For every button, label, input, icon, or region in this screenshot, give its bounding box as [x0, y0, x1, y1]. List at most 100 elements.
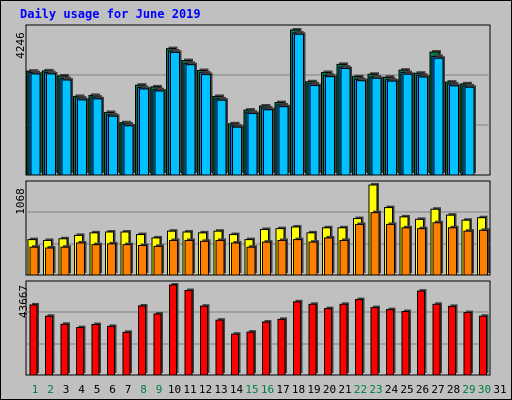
bar-kbf-day-8 — [138, 305, 146, 376]
bar-sites-day-25 — [401, 227, 411, 276]
bar-pages-day-10 — [170, 51, 180, 176]
x-tick-day-25: 25 — [400, 383, 414, 396]
bar-sites-day-17 — [277, 239, 287, 276]
bar-pages-day-28 — [449, 85, 459, 176]
kbytes-panel-y-max: 43667 — [16, 284, 30, 319]
x-tick-day-14: 14 — [229, 383, 244, 396]
bar-pages-day-14 — [232, 126, 242, 176]
bar-pages-day-24 — [387, 80, 397, 176]
bar-sites-day-29 — [463, 230, 473, 276]
bar-kbf-day-16 — [262, 321, 270, 376]
bar-sites-day-28 — [448, 227, 457, 276]
bar-sites-day-26 — [417, 228, 426, 276]
bar-pages-day-1 — [30, 73, 41, 176]
x-tick-day-22: 22 — [353, 383, 368, 396]
x-tick-day-28: 28 — [446, 383, 461, 396]
x-tick-day-20: 20 — [322, 383, 337, 396]
bar-pages-day-6 — [108, 115, 118, 176]
x-tick-day-31: 31 — [493, 383, 507, 396]
bar-kbf-day-21 — [339, 303, 348, 376]
bar-kbf-day-29 — [463, 312, 472, 376]
bar-pages-day-29 — [464, 86, 475, 176]
bar-pages-day-26 — [418, 76, 428, 176]
bar-pages-day-17 — [278, 106, 289, 176]
bar-kbf-day-10 — [169, 284, 177, 376]
plot-area-kbytes — [25, 280, 491, 376]
visits-panel-y-max: 1068 — [13, 188, 27, 215]
plot-area-visits-sites — [25, 180, 491, 276]
bar-pages-day-3 — [61, 79, 72, 176]
bar-sites-day-9 — [153, 245, 163, 276]
bar-kbf-day-3 — [60, 323, 69, 376]
bar-sites-day-21 — [339, 239, 349, 276]
bar-sites-day-12 — [200, 240, 209, 276]
x-tick-day-19: 19 — [307, 383, 321, 396]
bar-kbf-day-13 — [215, 319, 224, 376]
x-tick-day-24: 24 — [384, 383, 399, 396]
bar-sites-day-2 — [45, 247, 54, 276]
bar-pages-day-19 — [309, 85, 320, 176]
bar-sites-day-10 — [169, 239, 178, 276]
bar-kbf-day-12 — [200, 305, 208, 376]
bar-pages-day-5 — [92, 98, 103, 176]
bar-kbf-day-24 — [386, 309, 394, 376]
x-tick-day-5: 5 — [93, 383, 101, 396]
bar-sites-day-30 — [479, 229, 488, 276]
bar-sites-day-6 — [107, 243, 116, 276]
bar-pages-day-15 — [247, 113, 258, 176]
bar-pages-day-23 — [371, 77, 382, 176]
x-tick-day-1: 1 — [31, 383, 39, 396]
bar-kbf-day-26 — [417, 290, 425, 376]
x-tick-day-7: 7 — [124, 383, 132, 396]
x-tick-day-9: 9 — [155, 383, 163, 396]
x-tick-day-18: 18 — [291, 383, 306, 396]
x-tick-day-27: 27 — [431, 383, 445, 396]
bar-kbf-day-27 — [432, 303, 441, 376]
x-tick-day-15: 15 — [245, 383, 259, 396]
bar-sites-day-27 — [432, 222, 442, 276]
x-tick-day-4: 4 — [78, 383, 85, 396]
bar-sites-day-5 — [91, 244, 101, 276]
bar-kbf-day-15 — [246, 331, 255, 376]
bar-kbf-day-30 — [479, 315, 487, 376]
bar-pages-day-11 — [185, 64, 196, 176]
bar-kbf-day-6 — [107, 325, 115, 376]
bar-pages-day-12 — [201, 74, 211, 176]
bar-kbf-day-19 — [308, 303, 317, 376]
x-tick-day-23: 23 — [369, 383, 383, 396]
bar-sites-day-19 — [308, 241, 318, 276]
bar-sites-day-1 — [29, 246, 39, 276]
x-tick-day-29: 29 — [462, 383, 476, 396]
x-tick-day-17: 17 — [276, 383, 290, 396]
bar-sites-day-18 — [293, 239, 302, 276]
bar-pages-day-4 — [77, 99, 87, 176]
bar-kbf-day-9 — [153, 313, 162, 376]
bar-pages-day-7 — [123, 125, 134, 176]
bar-kbf-day-25 — [401, 311, 410, 376]
bar-pages-day-25 — [402, 73, 413, 176]
x-tick-day-30: 30 — [477, 383, 492, 396]
bar-kbf-day-1 — [29, 304, 38, 376]
bar-pages-day-9 — [154, 90, 165, 176]
bar-kbf-day-28 — [448, 305, 456, 376]
bar-sites-day-22 — [355, 223, 364, 276]
bar-sites-day-16 — [262, 241, 271, 276]
bar-sites-day-14 — [231, 242, 240, 276]
bar-sites-day-3 — [60, 246, 70, 276]
x-tick-day-8: 8 — [140, 383, 147, 396]
bar-kbf-day-11 — [184, 289, 193, 376]
bar-kbf-day-22 — [355, 299, 363, 376]
bar-kbf-day-14 — [231, 333, 239, 376]
bar-kbf-day-20 — [324, 308, 332, 376]
hits-panel-y-max: 4246 — [13, 32, 27, 59]
x-tick-day-13: 13 — [214, 383, 228, 396]
x-tick-day-21: 21 — [338, 383, 352, 396]
x-tick-day-10: 10 — [167, 383, 182, 396]
bar-pages-day-16 — [263, 109, 273, 176]
bar-sites-day-24 — [386, 223, 395, 276]
bar-pages-day-22 — [356, 80, 366, 176]
bar-pages-day-2 — [46, 73, 56, 176]
bar-sites-day-11 — [184, 239, 194, 276]
chart-title: Daily usage for June 2019 — [20, 7, 201, 21]
